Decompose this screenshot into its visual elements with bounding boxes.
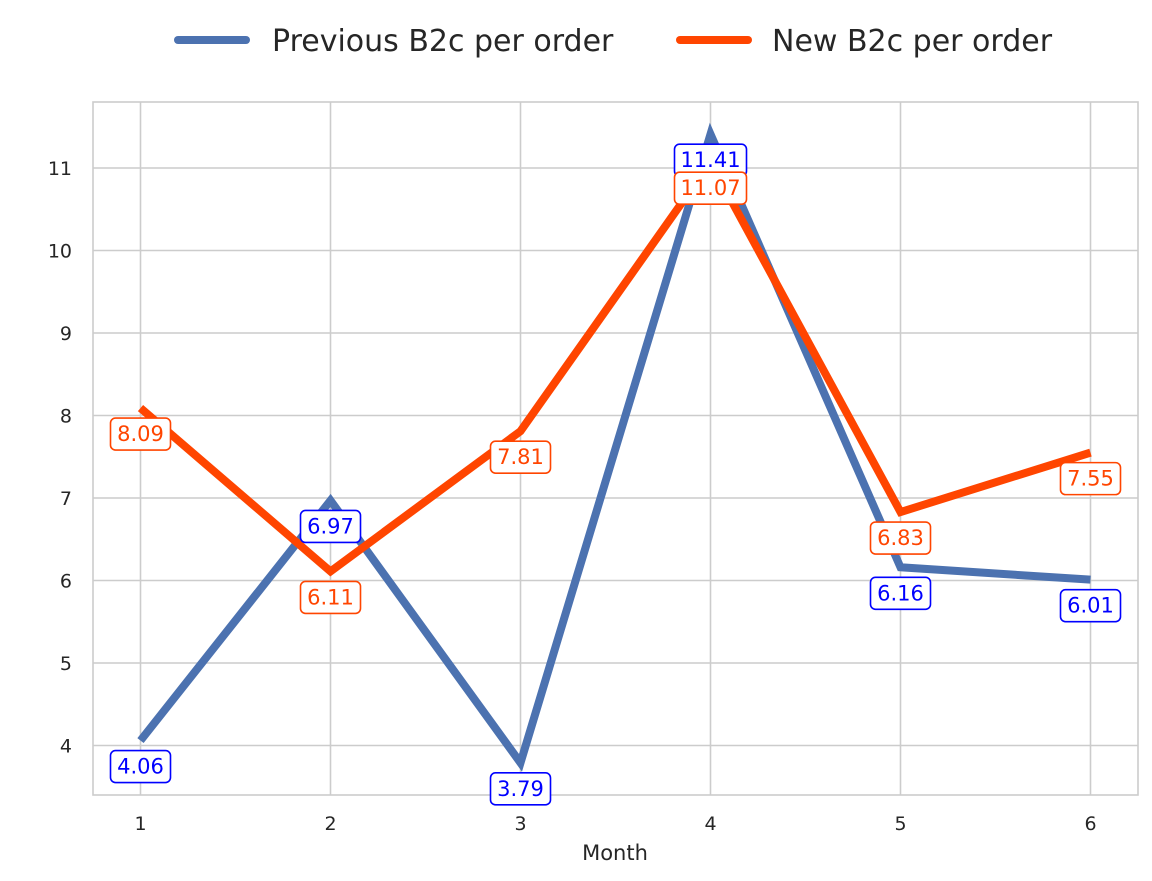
data-label-box xyxy=(109,417,172,451)
data-label-box xyxy=(299,509,362,544)
x-axis-label: Month xyxy=(582,841,648,865)
series-line-new xyxy=(137,154,1092,577)
x-tick-label: 5 xyxy=(894,813,906,835)
data-label-box xyxy=(869,521,932,555)
data-label: 3.79 xyxy=(489,772,552,806)
data-label: 6.83 xyxy=(869,521,932,555)
data-label-text: 11.07 xyxy=(680,176,740,200)
data-label-box xyxy=(869,576,932,611)
data-label: 6.16 xyxy=(869,576,932,611)
data-label-text: 6.01 xyxy=(1067,594,1114,618)
data-label-box xyxy=(109,749,172,784)
x-tick-label: 6 xyxy=(1084,813,1096,835)
legend-label: New B2c per order xyxy=(772,24,1053,59)
data-label-box xyxy=(299,580,362,615)
x-tick-label: 3 xyxy=(514,813,526,835)
y-tick-label: 6 xyxy=(60,571,72,593)
data-label: 6.01 xyxy=(1059,588,1122,623)
data-label: 6.97 xyxy=(299,509,362,544)
data-labels: 4.06 6.97 3.79 11.41 6.16 6.01 8.09 6.11 7.81 11.… xyxy=(109,143,1122,806)
data-label: 8.09 xyxy=(109,417,172,451)
y-tick-label: 11 xyxy=(48,158,72,180)
data-label: 4.06 xyxy=(109,749,172,784)
data-label-text: 7.81 xyxy=(497,445,544,469)
y-tick-label: 8 xyxy=(60,406,72,428)
data-label-box xyxy=(673,171,748,206)
x-tick-label: 4 xyxy=(704,813,716,835)
data-label-box xyxy=(1059,461,1122,496)
data-label: 7.55 xyxy=(1059,461,1122,496)
legend: Previous B2c per order New B2c per order xyxy=(174,24,1053,59)
y-tick-label: 9 xyxy=(60,323,72,345)
data-label: 11.07 xyxy=(673,171,748,206)
grid xyxy=(93,102,1138,795)
data-label-text: 6.83 xyxy=(877,526,924,550)
y-tick-label: 5 xyxy=(60,653,72,675)
series-line-previous xyxy=(137,122,1091,772)
data-label: 6.11 xyxy=(299,580,362,615)
legend-label: Previous B2c per order xyxy=(272,24,614,59)
data-label: 7.81 xyxy=(489,440,552,474)
data-label-text: 7.55 xyxy=(1067,467,1114,491)
plot-frame xyxy=(92,101,1139,796)
y-tick-label: 7 xyxy=(60,488,72,510)
y-tick-label: 10 xyxy=(48,241,72,263)
data-label-box xyxy=(489,440,552,474)
x-tick-label: 2 xyxy=(324,813,336,835)
data-label-text: 6.97 xyxy=(307,514,354,538)
data-label-text: 11.41 xyxy=(680,148,740,172)
data-label-box xyxy=(489,772,552,806)
data-label-text: 4.06 xyxy=(117,755,164,779)
data-label: 11.41 xyxy=(673,143,748,177)
y-tick-label: 4 xyxy=(60,736,72,758)
tick-labels: 1 2 3 4 5 6 4 5 6 7 8 9 10 11 xyxy=(48,158,1097,835)
data-label-text: 6.16 xyxy=(877,581,924,605)
data-label-text: 8.09 xyxy=(117,422,164,446)
data-label-box xyxy=(1059,588,1122,623)
x-tick-label: 1 xyxy=(134,813,146,835)
data-label-text: 3.79 xyxy=(497,777,544,801)
series-lines xyxy=(137,122,1092,772)
data-label-text: 6.11 xyxy=(307,585,354,609)
